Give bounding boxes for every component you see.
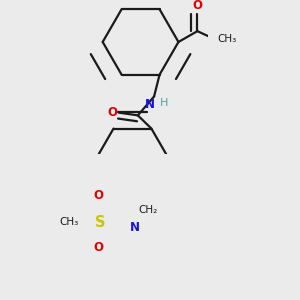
- Text: N: N: [145, 98, 155, 111]
- Text: O: O: [94, 189, 103, 202]
- Text: N: N: [130, 221, 140, 234]
- Text: CH₂: CH₂: [139, 205, 158, 215]
- Text: S: S: [95, 215, 105, 230]
- Text: CH₃: CH₃: [218, 34, 237, 44]
- Text: CH₃: CH₃: [59, 217, 78, 227]
- Text: H: H: [160, 98, 169, 108]
- Text: O: O: [94, 241, 103, 254]
- Text: O: O: [192, 0, 203, 12]
- Text: O: O: [108, 106, 118, 119]
